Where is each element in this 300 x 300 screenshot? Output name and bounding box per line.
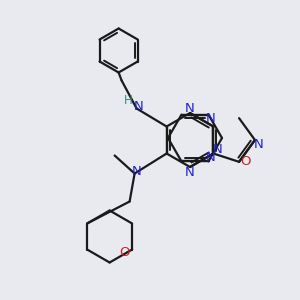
Text: N: N — [185, 166, 195, 178]
Text: H: H — [124, 94, 133, 107]
Text: N: N — [212, 143, 222, 156]
Text: N: N — [185, 101, 195, 115]
Text: O: O — [240, 155, 250, 168]
Text: N: N — [206, 112, 215, 125]
Text: O: O — [119, 246, 129, 259]
Text: N: N — [254, 137, 264, 151]
Text: N: N — [134, 100, 143, 113]
Text: N: N — [206, 151, 215, 164]
Text: N: N — [132, 165, 142, 178]
